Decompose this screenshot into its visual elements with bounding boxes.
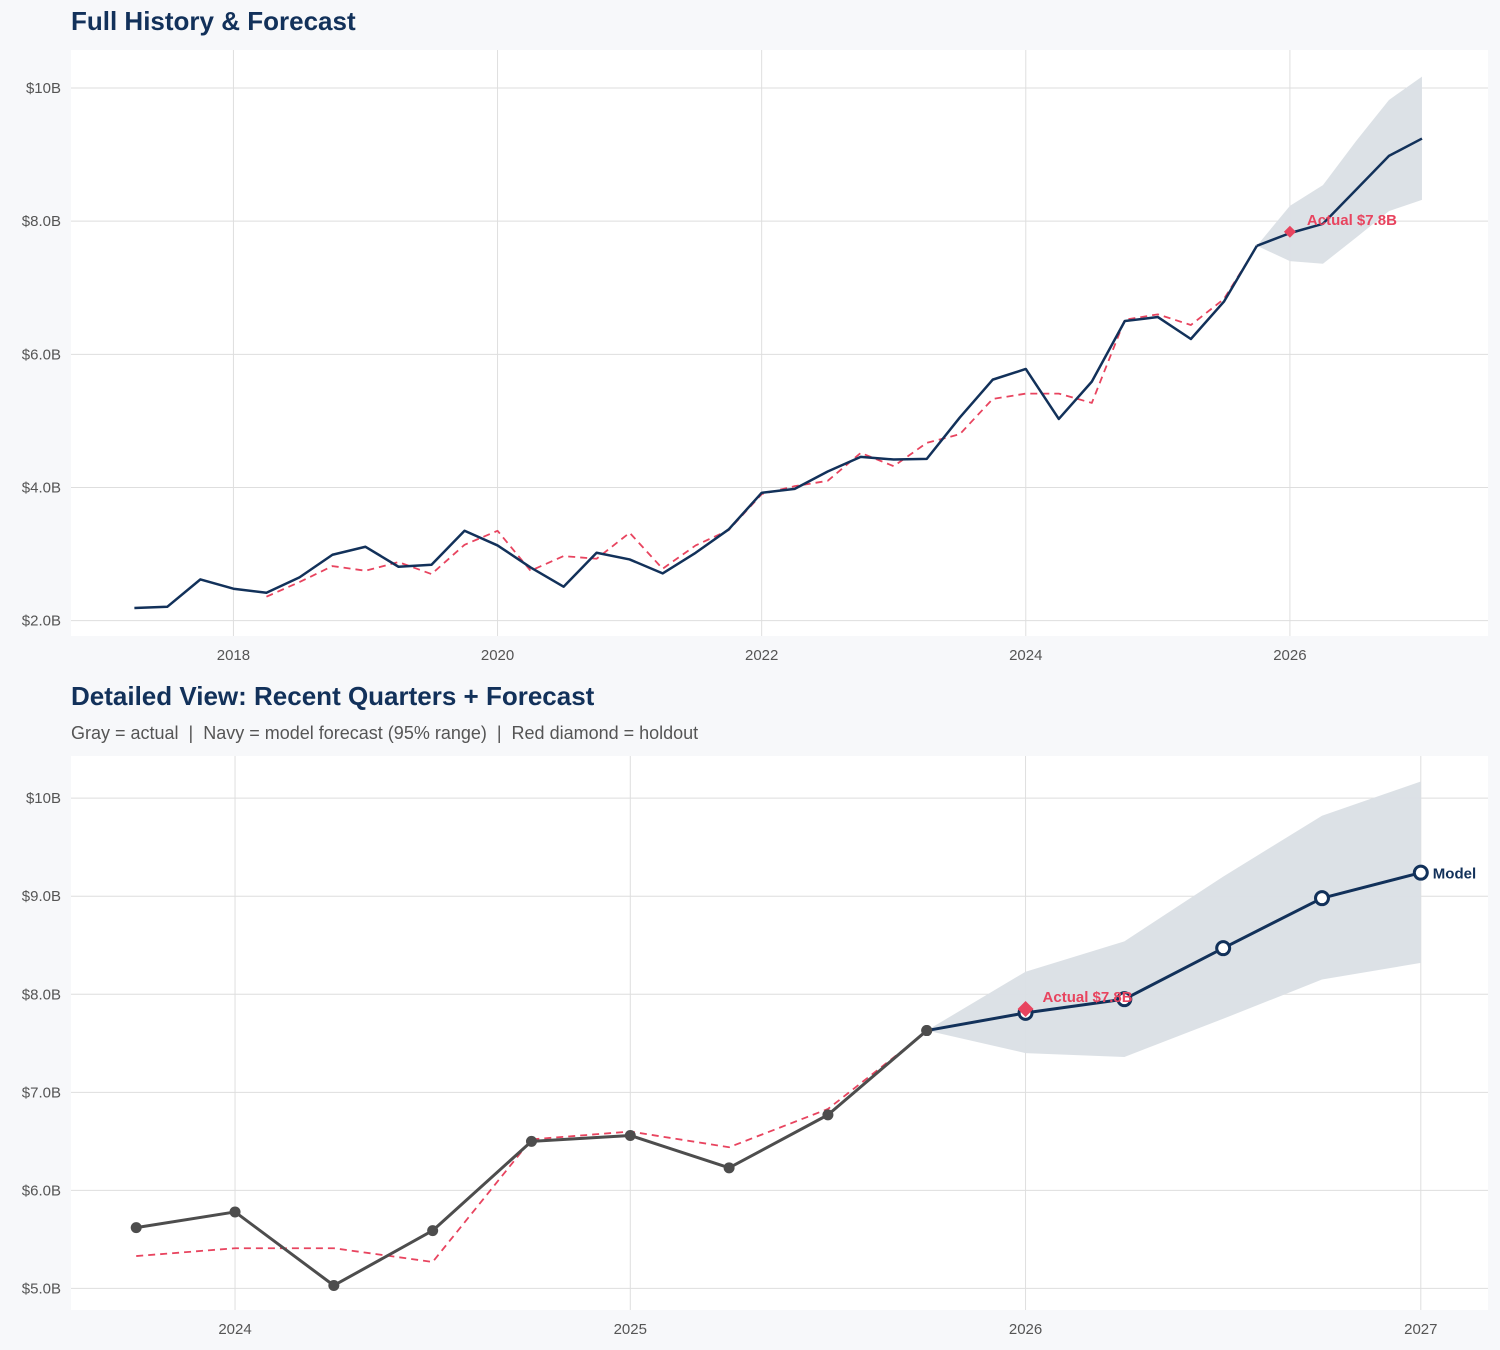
bottom-y-tick-label: $9.0B: [22, 888, 61, 905]
bottom-y-tick-label: $10B: [26, 790, 61, 807]
bottom-fitted-line: [136, 1030, 928, 1263]
bottom-actual-point: [921, 1025, 933, 1037]
top-plot-area: [71, 50, 1488, 636]
bottom-model-end-label: Model: [1433, 866, 1476, 883]
bottom-forecast-point: [1412, 864, 1429, 881]
bottom-chart-title: Detailed View: Recent Quarters + Forecas…: [71, 681, 595, 711]
top-y-tick-label: $4.0B: [22, 480, 61, 497]
bottom-forecast-point: [1116, 991, 1133, 1008]
top-y-tick-label: $2.0B: [22, 613, 61, 630]
bottom-y-tick-label: $7.0B: [22, 1084, 61, 1101]
bottom-holdout-label: Actual $7.8B: [1043, 989, 1133, 1006]
top-holdout-diamond: [1283, 225, 1296, 238]
bottom-actual-point: [624, 1129, 636, 1141]
top-x-tick-label: 2026: [1273, 647, 1306, 664]
bottom-y-tick-label: $5.0B: [22, 1280, 61, 1297]
top-chart: $2.0B $4.0B $6.0B $8.0B $10B 2018 2020 2022 2024…: [22, 50, 1488, 664]
bottom-chart: $5.0B $6.0B $7.0B $8.0B $9.0B $10B 2024 2025 202…: [22, 756, 1488, 1338]
bottom-holdout-diamond: [1017, 1000, 1034, 1017]
bottom-y-tick-label: $6.0B: [22, 1182, 61, 1199]
top-forecast-line: [1256, 137, 1423, 247]
bottom-confidence-band: [926, 781, 1421, 1058]
bottom-actual-point: [328, 1279, 340, 1291]
bottom-actual-point: [130, 1222, 142, 1234]
bottom-forecast-point: [1215, 940, 1232, 957]
bottom-plot-area: [71, 756, 1488, 1310]
bottom-actual-point: [525, 1135, 537, 1147]
bottom-actual-point: [229, 1206, 241, 1218]
top-holdout-label: Actual $7.8B: [1307, 212, 1397, 229]
bottom-chart-subtitle: Gray = actual | Navy = model forecast (9…: [71, 723, 699, 743]
top-chart-title: Full History & Forecast: [71, 6, 356, 36]
bottom-actual-point: [822, 1109, 834, 1121]
top-y-tick-label: $8.0B: [22, 213, 61, 230]
top-x-tick-label: 2022: [745, 647, 778, 664]
bottom-actual-point: [427, 1225, 439, 1237]
bottom-forecast-point: [1313, 890, 1330, 907]
bottom-x-tick-label: 2024: [218, 1321, 251, 1338]
top-history-line: [134, 245, 1258, 610]
top-x-tick-label: 2020: [481, 647, 514, 664]
bottom-x-tick-label: 2027: [1404, 1321, 1437, 1338]
bottom-forecast-line: [926, 871, 1422, 1033]
top-y-tick-label: $6.0B: [22, 346, 61, 363]
bottom-x-tick-label: 2026: [1009, 1321, 1042, 1338]
top-y-tick-label: $10B: [26, 80, 61, 97]
top-x-tick-label: 2024: [1009, 647, 1042, 664]
bottom-x-tick-label: 2025: [614, 1321, 647, 1338]
top-x-tick-label: 2018: [217, 647, 250, 664]
bottom-y-tick-label: $8.0B: [22, 986, 61, 1003]
bottom-actual-point: [723, 1162, 735, 1174]
top-confidence-band: [1256, 76, 1422, 264]
